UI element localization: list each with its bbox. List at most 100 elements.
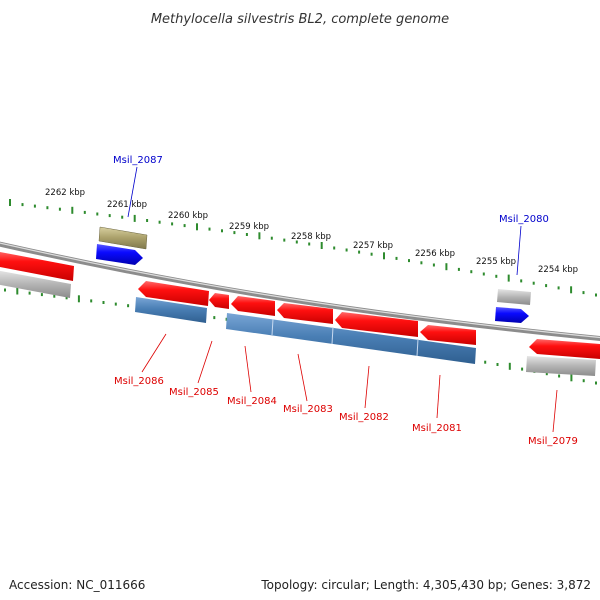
gene-label-msil-2079[interactable]: Msil_2079: [528, 436, 578, 447]
gene-label-msil-2083[interactable]: Msil_2083: [283, 404, 333, 415]
minor-tick: [65, 296, 68, 300]
gene-feature-msil-2080-grey[interactable]: [497, 289, 531, 305]
gene-arrow-msil-2087[interactable]: [96, 244, 143, 265]
minor-tick: [545, 372, 548, 376]
major-tick: [445, 263, 448, 271]
tick-label: 2260 kbp: [168, 211, 208, 221]
minor-tick: [114, 302, 117, 306]
minor-tick: [345, 248, 348, 252]
minor-tick: [221, 229, 223, 233]
minor-tick: [183, 224, 186, 228]
major-tick: [383, 252, 385, 260]
cds-divider: [331, 326, 334, 345]
gene-arrow-msil-2086[interactable]: [138, 281, 209, 306]
major-tick: [570, 374, 573, 382]
accession-label: Accession: NC_011666: [9, 578, 146, 592]
minor-tick: [470, 270, 473, 274]
callout-line-msil-2086: [141, 333, 167, 373]
coordinate-ruler-upper: [9, 199, 597, 297]
minor-tick: [395, 256, 398, 260]
callout-line-msil-2081: [436, 374, 441, 419]
minor-tick: [46, 206, 49, 210]
minor-tick: [532, 281, 535, 285]
callout-line-msil-2083: [297, 353, 308, 402]
gene-arrow-msil-2083[interactable]: [277, 303, 333, 324]
gene-label-msil-2084[interactable]: Msil_2084: [227, 396, 277, 407]
minor-tick: [308, 242, 311, 246]
minor-tick: [270, 236, 273, 240]
minor-tick: [208, 227, 211, 231]
gene-label-msil-2087[interactable]: Msil_2087: [113, 155, 163, 166]
minor-tick: [482, 272, 485, 276]
minor-tick: [370, 252, 373, 256]
minor-tick: [213, 316, 216, 320]
cds-divider: [271, 318, 274, 336]
gene-arrow-msil-2081[interactable]: [420, 325, 476, 345]
gene-arrow-msil-2080[interactable]: [495, 307, 529, 323]
reverse-strand-features[interactable]: [0, 251, 600, 376]
gene-feature-left-partial-grey[interactable]: [0, 270, 71, 298]
minor-tick: [582, 291, 585, 295]
map-title: Methylocella silvestris BL2, complete ge…: [151, 12, 449, 27]
minor-tick: [582, 379, 585, 383]
minor-tick: [53, 294, 56, 298]
minor-tick: [408, 259, 410, 263]
minor-tick: [171, 222, 174, 226]
cds-divider: [416, 338, 419, 357]
minor-tick: [90, 299, 93, 303]
minor-tick: [158, 220, 161, 224]
gene-label-msil-2082[interactable]: Msil_2082: [339, 412, 389, 423]
gene-label-msil-2080[interactable]: Msil_2080: [499, 214, 549, 225]
minor-tick: [520, 279, 523, 283]
gene-cds-msil-2086[interactable]: [135, 297, 207, 323]
major-tick: [9, 199, 11, 206]
minor-tick: [96, 212, 99, 216]
minor-tick: [127, 304, 130, 308]
gene-arrow-msil-2084[interactable]: [231, 296, 275, 316]
gene-callouts: [127, 166, 558, 433]
major-tick: [507, 274, 510, 282]
forward-strand-features[interactable]: [96, 226, 531, 323]
major-tick: [196, 223, 198, 231]
tick-label: 2255 kbp: [476, 257, 516, 267]
gene-label-msil-2081[interactable]: Msil_2081: [412, 423, 462, 434]
minor-tick: [102, 301, 105, 304]
gene-labels[interactable]: Msil_2087 Msil_2080 Msil_2086 Msil_2085 …: [113, 155, 578, 447]
gene-cds-msil-2084-2081[interactable]: [226, 313, 476, 364]
minor-tick: [40, 293, 43, 297]
minor-tick: [420, 261, 423, 265]
major-tick: [77, 295, 80, 303]
gene-arrow-msil-2085[interactable]: [209, 293, 229, 309]
major-tick: [16, 287, 19, 295]
minor-tick: [557, 286, 560, 290]
minor-tick: [21, 203, 24, 207]
minor-tick: [4, 288, 6, 292]
tick-label: 2258 kbp: [291, 232, 331, 242]
minor-tick: [283, 238, 286, 242]
gene-arrow-msil-2082[interactable]: [335, 312, 418, 337]
gene-feature-msil-2087-olive[interactable]: [98, 226, 148, 250]
minor-tick: [496, 363, 499, 366]
gene-arrow-left-partial[interactable]: [0, 251, 74, 281]
minor-tick: [295, 240, 298, 244]
callout-line-msil-2079: [552, 389, 558, 433]
minor-tick: [521, 367, 524, 371]
minor-tick: [83, 210, 86, 214]
gene-label-msil-2085[interactable]: Msil_2085: [169, 387, 219, 398]
callout-line-msil-2080: [516, 225, 522, 276]
major-tick: [570, 286, 573, 294]
minor-tick: [432, 263, 435, 267]
major-tick: [258, 232, 261, 240]
gene-feature-msil-2079-grey[interactable]: [526, 356, 596, 376]
tick-label: 2262 kbp: [45, 188, 85, 198]
minor-tick: [358, 250, 361, 254]
minor-tick: [233, 231, 236, 235]
minor-tick: [108, 214, 111, 218]
gene-label-msil-2086[interactable]: Msil_2086: [114, 376, 164, 387]
minor-tick: [595, 293, 597, 297]
gene-arrow-msil-2079[interactable]: [529, 339, 600, 359]
tick-label: 2261 kbp: [107, 200, 147, 210]
minor-tick: [225, 317, 228, 321]
minor-tick: [121, 215, 124, 219]
minor-tick: [28, 291, 31, 295]
